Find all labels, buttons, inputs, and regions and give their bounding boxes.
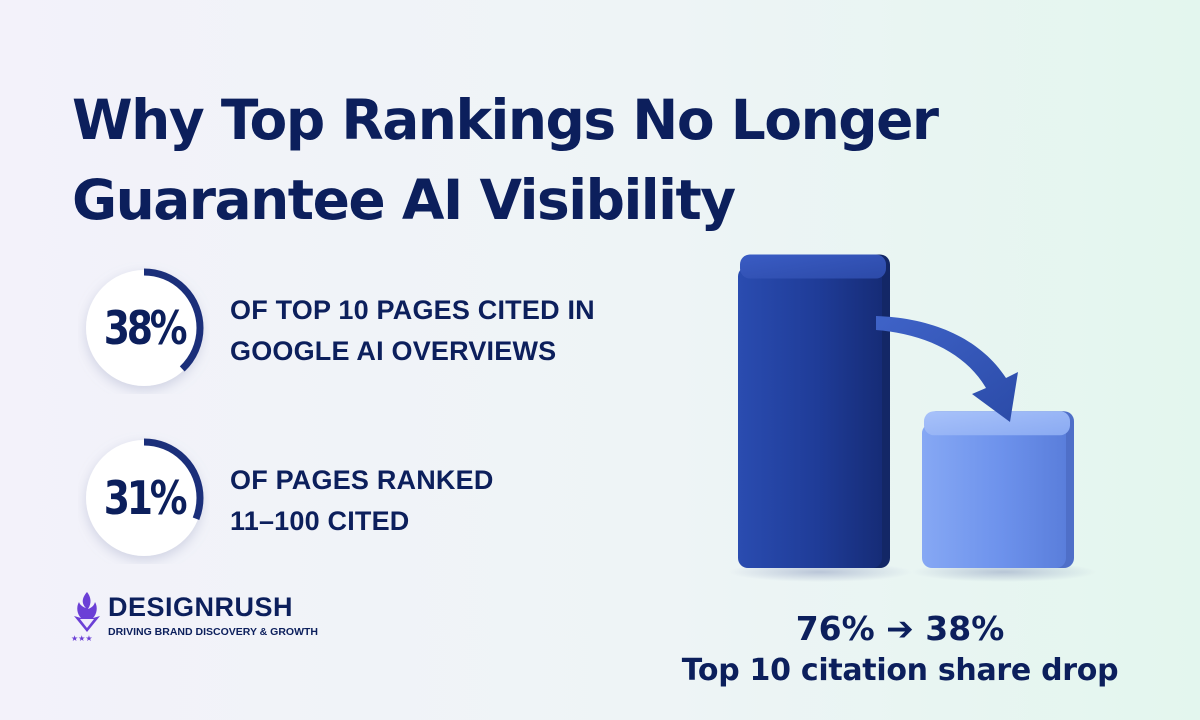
flame-diamond-icon: ★★★ bbox=[71, 592, 100, 642]
stat-label-line-1: OF PAGES RANKED bbox=[230, 465, 494, 495]
citation-share-change: 76% ➔ 38% bbox=[795, 609, 1005, 648]
bar-top bbox=[740, 254, 886, 279]
designrush-logo[interactable]: ★★★ DESIGNRUSH DRIVING BRAND DISCOVERY &… bbox=[70, 590, 370, 650]
stat-rank11-100: 31% OF PAGES RANKED 11–100 CITED bbox=[78, 432, 698, 564]
stat-label-line-1: OF TOP 10 PAGES CITED IN bbox=[230, 295, 595, 325]
headline: Why Top Rankings No Longer Guarantee AI … bbox=[72, 80, 972, 240]
bar-top bbox=[924, 411, 1070, 436]
stat-label-line-2: 11–100 CITED bbox=[230, 506, 410, 536]
bar-front bbox=[738, 266, 882, 568]
bar-2 bbox=[912, 411, 1096, 582]
down-arrow-icon bbox=[876, 316, 1018, 422]
stat-top10: 38% OF TOP 10 PAGES CITED IN GOOGLE AI O… bbox=[78, 262, 698, 394]
chart-caption: 76% ➔ 38% Top 10 citation share drop bbox=[650, 608, 1150, 692]
progress-ring: 38% bbox=[78, 262, 210, 394]
bar-front bbox=[922, 423, 1066, 568]
stat-label: OF TOP 10 PAGES CITED IN GOOGLE AI OVERV… bbox=[230, 290, 595, 372]
bar-1 bbox=[728, 254, 912, 582]
citation-share-description: Top 10 citation share drop bbox=[681, 653, 1119, 688]
brand-tagline: DRIVING BRAND DISCOVERY & GROWTH bbox=[108, 626, 319, 638]
svg-text:★★★: ★★★ bbox=[71, 634, 93, 642]
progress-ring: 31% bbox=[78, 432, 210, 564]
stat-label: OF PAGES RANKED 11–100 CITED bbox=[230, 460, 494, 542]
headline-line-2: Guarantee AI Visibility bbox=[72, 168, 736, 232]
stat-value: 31% bbox=[103, 471, 188, 525]
brand-name: DESIGNRUSH bbox=[108, 592, 294, 622]
stat-value: 38% bbox=[103, 301, 188, 355]
headline-line-1: Why Top Rankings No Longer bbox=[72, 88, 939, 152]
bar-chart bbox=[728, 254, 1096, 582]
stat-label-line-2: GOOGLE AI OVERVIEWS bbox=[230, 336, 557, 366]
